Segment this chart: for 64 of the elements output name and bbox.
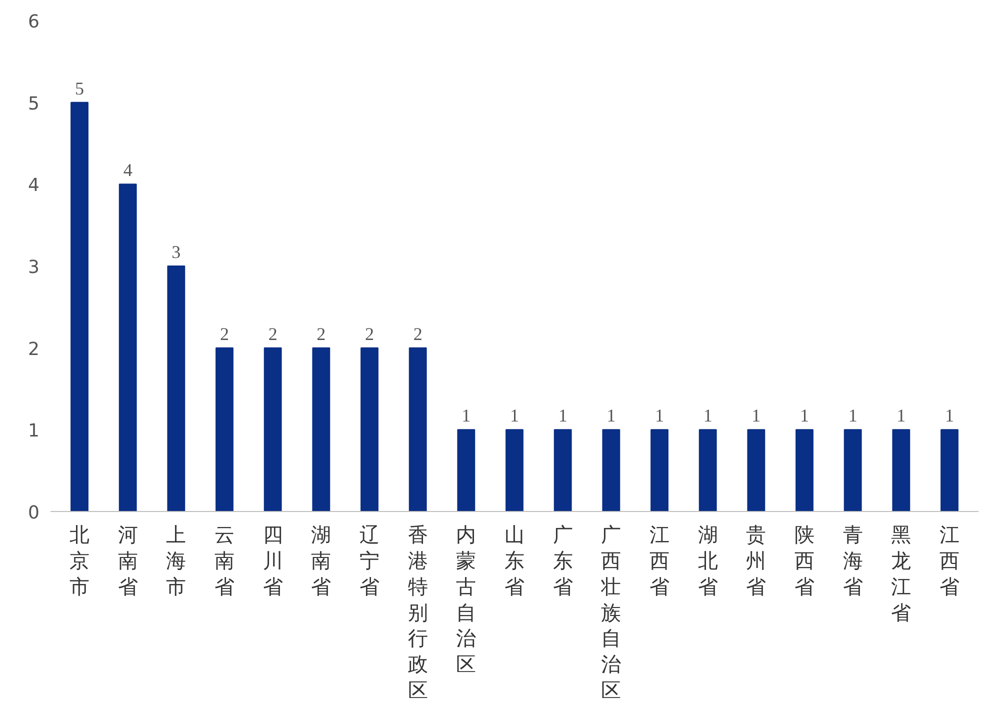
data-label: 1 <box>655 406 664 426</box>
x-tick-label: 湖北省 <box>698 522 718 598</box>
x-tick-label: 广东省 <box>552 522 573 598</box>
x-tick-label: 内蒙古自治区 <box>456 522 476 676</box>
data-label: 4 <box>123 160 132 180</box>
bar <box>602 429 620 512</box>
bar <box>698 429 717 512</box>
bar <box>457 429 476 512</box>
data-label: 5 <box>75 78 84 98</box>
data-label: 2 <box>268 324 278 344</box>
x-tick-label: 北京市 <box>70 522 90 598</box>
bar <box>747 429 766 512</box>
bar <box>554 429 572 512</box>
x-tick-label: 黑龙江省 <box>891 522 912 624</box>
x-tick-label: 贵州省 <box>746 522 766 598</box>
bar <box>940 429 958 512</box>
x-tick-label: 江西省 <box>940 522 960 598</box>
data-label: 2 <box>365 324 374 344</box>
bar <box>70 102 88 512</box>
bar <box>264 347 282 512</box>
y-tick-label: 5 <box>28 93 40 114</box>
data-label: 3 <box>172 242 181 262</box>
x-tick-label: 香港特别行政区 <box>408 522 428 702</box>
y-tick-label: 3 <box>28 257 40 278</box>
y-tick-label: 1 <box>28 420 40 442</box>
x-tick-label: 湖南省 <box>311 522 332 598</box>
data-label: 1 <box>606 406 616 426</box>
y-tick-label: 2 <box>28 338 40 360</box>
bar <box>408 347 427 512</box>
y-tick-label: 4 <box>28 175 40 196</box>
bar <box>312 347 330 512</box>
data-label: 2 <box>316 324 326 344</box>
bar <box>650 429 668 512</box>
data-label: 1 <box>848 406 858 426</box>
data-label: 1 <box>462 406 471 426</box>
data-label: 1 <box>703 406 712 426</box>
x-tick-label: 四川省 <box>262 522 283 598</box>
data-label: 2 <box>413 324 422 344</box>
bar <box>216 347 234 512</box>
data-label: 1 <box>510 406 519 426</box>
bar <box>796 429 814 512</box>
data-label: 1 <box>558 406 568 426</box>
data-label: 2 <box>220 324 229 344</box>
bar <box>167 266 186 512</box>
bar <box>360 347 378 512</box>
data-label: 1 <box>800 406 809 426</box>
y-tick-label: 0 <box>28 502 40 524</box>
data-label: 1 <box>896 406 906 426</box>
bar <box>118 184 137 512</box>
x-tick-label: 上海市 <box>166 522 186 598</box>
y-tick-label: 6 <box>28 12 40 32</box>
x-tick-label: 陕西省 <box>794 522 814 598</box>
x-tick-label: 山东省 <box>504 522 524 598</box>
bar <box>506 429 524 512</box>
x-tick-label: 河南省 <box>118 522 138 598</box>
x-tick-label: 云南省 <box>214 522 234 598</box>
x-tick-label: 江西省 <box>650 522 670 598</box>
x-tick-label: 辽宁省 <box>360 522 380 598</box>
x-tick-label: 广西壮族自治区 <box>600 522 622 702</box>
data-label: 1 <box>945 406 954 426</box>
data-label: 1 <box>752 406 761 426</box>
bar <box>892 429 910 512</box>
bar <box>844 429 862 512</box>
x-tick-label: 青海省 <box>842 522 863 598</box>
